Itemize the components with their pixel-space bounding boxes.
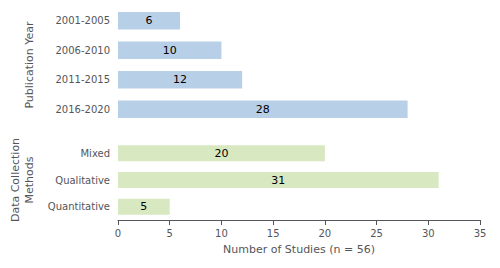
svg-text:6: 6 bbox=[146, 14, 153, 27]
svg-text:Publication Year: Publication Year bbox=[23, 21, 36, 109]
svg-text:30: 30 bbox=[422, 228, 435, 239]
svg-text:2016-2020: 2016-2020 bbox=[55, 104, 110, 115]
svg-text:2011-2015: 2011-2015 bbox=[55, 74, 110, 85]
svg-text:20: 20 bbox=[214, 147, 228, 160]
svg-text:2006-2010: 2006-2010 bbox=[55, 45, 110, 56]
svg-text:35: 35 bbox=[474, 228, 487, 239]
svg-text:Number of Studies (n = 56): Number of Studies (n = 56) bbox=[223, 243, 375, 256]
svg-text:25: 25 bbox=[370, 228, 383, 239]
svg-text:Methods: Methods bbox=[23, 156, 36, 203]
svg-text:10: 10 bbox=[215, 228, 228, 239]
svg-text:5: 5 bbox=[140, 200, 147, 213]
svg-text:20: 20 bbox=[318, 228, 331, 239]
svg-text:0: 0 bbox=[115, 228, 121, 239]
svg-text:Qualitative: Qualitative bbox=[55, 175, 110, 186]
svg-text:15: 15 bbox=[267, 228, 280, 239]
svg-text:Data Collection: Data Collection bbox=[9, 138, 22, 222]
svg-text:Mixed: Mixed bbox=[80, 148, 110, 159]
svg-text:Quantitative: Quantitative bbox=[48, 201, 110, 212]
svg-text:5: 5 bbox=[167, 228, 173, 239]
svg-text:31: 31 bbox=[271, 174, 285, 187]
svg-text:28: 28 bbox=[256, 103, 270, 116]
svg-text:12: 12 bbox=[173, 73, 187, 86]
svg-text:2001-2005: 2001-2005 bbox=[55, 15, 110, 26]
svg-text:10: 10 bbox=[163, 44, 177, 57]
